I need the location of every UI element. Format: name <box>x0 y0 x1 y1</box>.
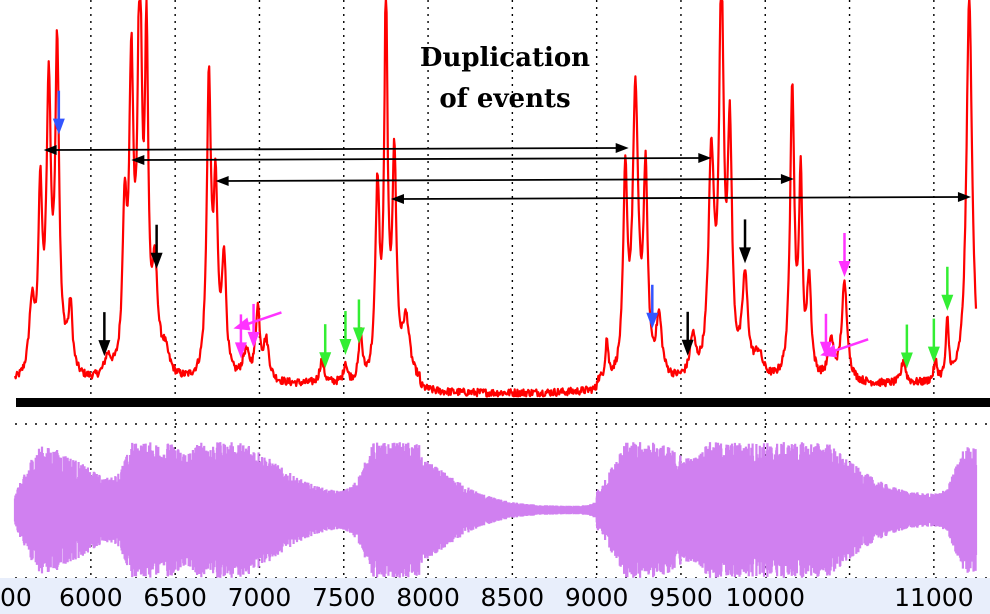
waveform-panel <box>13 442 978 578</box>
duplication-arrow-head-right <box>957 192 971 202</box>
event-marker-head <box>838 260 851 277</box>
panel-divider <box>16 398 990 407</box>
event-marker-head <box>98 340 111 357</box>
x-tick-label: 10000 <box>725 583 805 612</box>
annotation-line-2: of events <box>439 84 570 114</box>
event-marker-head <box>234 342 247 359</box>
event-marker-black <box>150 224 163 269</box>
x-tick-label: 6500 <box>143 583 207 612</box>
duplication-arrow-head-left <box>215 176 229 186</box>
event-marker-green <box>941 266 954 311</box>
event-marker-head <box>247 331 260 348</box>
event-marker-head <box>941 294 954 311</box>
event-marker-shaft <box>243 311 282 327</box>
duplication-arrow <box>390 192 971 204</box>
x-tick-label: 00 <box>0 583 32 612</box>
event-marker-head <box>927 346 940 363</box>
envelope-series-line <box>13 0 978 398</box>
event-marker-head <box>646 312 659 329</box>
duplication-arrow <box>215 174 794 186</box>
event-marker-head <box>319 352 332 369</box>
event-marker-black <box>98 312 111 357</box>
event-marker-magenta <box>234 314 247 359</box>
duplication-arrow-head-left <box>131 155 145 165</box>
event-marker-head <box>339 339 352 356</box>
annotation-line-1: Duplication <box>420 43 590 73</box>
event-marker-magenta <box>247 303 260 348</box>
event-marker-head <box>681 339 694 356</box>
x-tick-label: 7000 <box>228 583 292 612</box>
duplication-arrow-shaft <box>398 196 963 200</box>
envelope-panel <box>13 0 978 398</box>
event-marker-green <box>339 311 352 356</box>
event-marker-head <box>819 341 832 358</box>
duplication-arrow-head-left <box>43 145 57 155</box>
event-marker-shaft <box>829 338 869 354</box>
x-tick-label: 8500 <box>481 583 545 612</box>
event-marker-blue <box>646 284 659 329</box>
x-tick-label: 8000 <box>396 583 460 612</box>
event-marker-blue <box>52 90 65 135</box>
duplication-arrows <box>43 143 971 204</box>
duplication-arrow-head-right <box>615 143 629 153</box>
x-tick-label: 6000 <box>59 583 123 612</box>
event-marker-green <box>927 318 940 363</box>
event-marker-head <box>52 118 65 135</box>
event-marker-head <box>150 252 163 269</box>
event-marker-head <box>900 352 913 369</box>
duplication-arrow <box>131 153 712 165</box>
event-marker-magenta <box>838 232 851 277</box>
x-tick-label: 11000 <box>894 583 974 612</box>
duplication-arrow-shaft <box>139 157 704 161</box>
event-marker-magenta <box>819 313 832 358</box>
x-tick-label: 9000 <box>565 583 629 612</box>
event-markers <box>52 90 954 369</box>
event-marker-head <box>352 327 365 344</box>
duplication-arrow <box>43 143 629 155</box>
x-axis-band <box>0 578 990 614</box>
event-marker-green <box>352 299 365 344</box>
event-marker-green <box>319 324 332 369</box>
x-tick-label: 7500 <box>312 583 376 612</box>
x-tick-label: 9500 <box>649 583 713 612</box>
duplication-arrow-shaft <box>223 178 786 182</box>
duplication-arrow-head-left <box>390 194 404 204</box>
event-marker-black <box>681 311 694 356</box>
event-marker-head <box>739 247 752 264</box>
event-marker-magenta <box>233 311 282 331</box>
event-marker-head <box>820 344 838 358</box>
event-marker-green <box>900 324 913 369</box>
event-marker-black <box>739 219 752 264</box>
x-axis-ticks: 00 6000 6500 7000 7500 8000 8500 9000 9500 10000 1… <box>0 583 974 612</box>
duplication-arrow-shaft <box>51 147 621 151</box>
duplication-arrow-head-right <box>780 174 794 184</box>
event-marker-magenta <box>820 338 869 358</box>
duplication-arrow-head-right <box>698 153 712 163</box>
event-marker-head <box>233 317 251 331</box>
